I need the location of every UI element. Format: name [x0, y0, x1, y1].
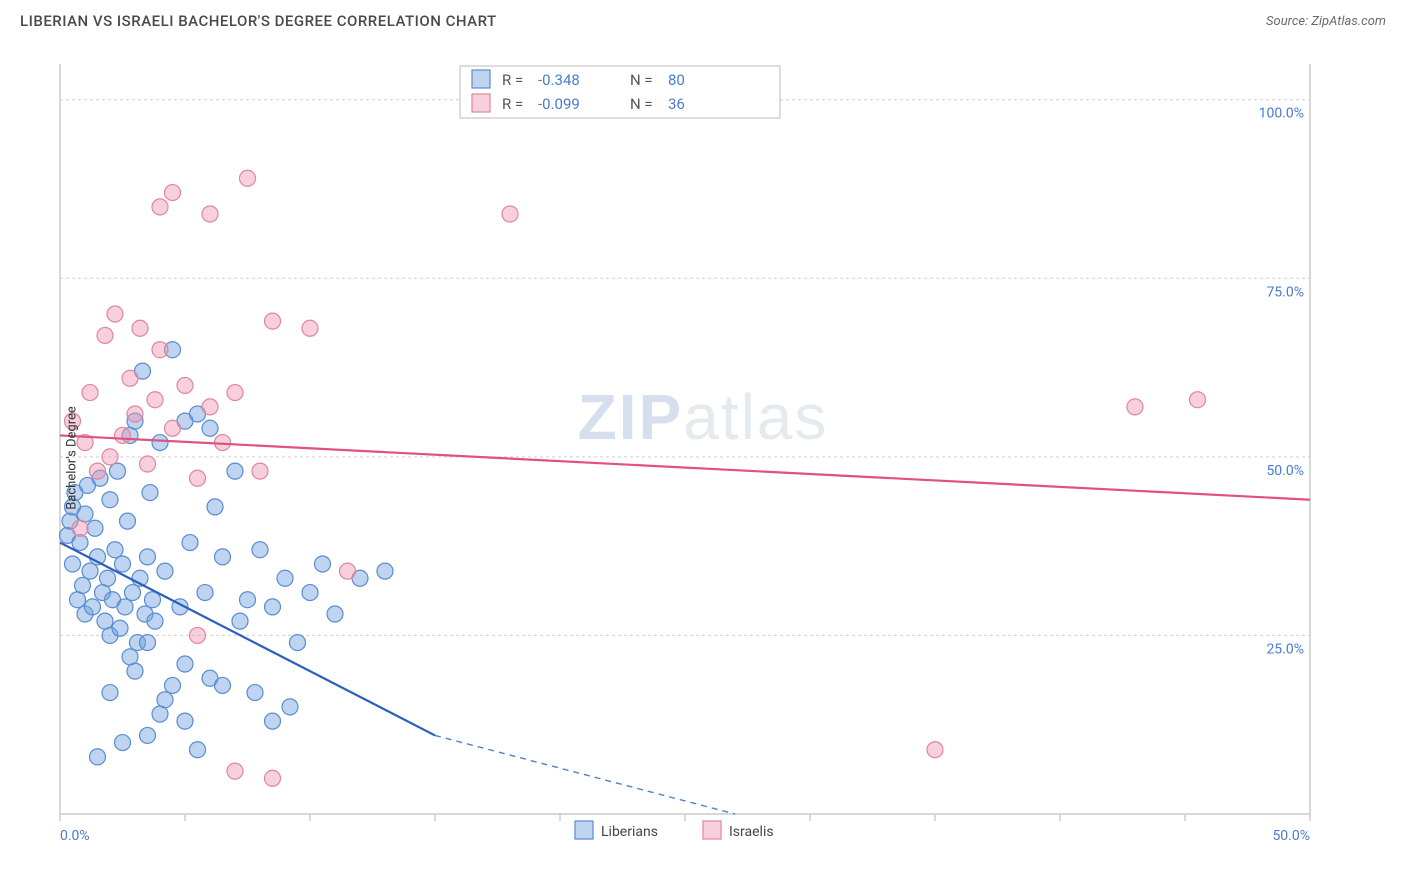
svg-text:N =: N =	[630, 95, 653, 113]
svg-text:Israelis: Israelis	[729, 824, 774, 840]
svg-text:R =: R =	[502, 95, 523, 113]
source-label: Source: ZipAtlas.com	[1266, 14, 1386, 29]
svg-text:100.0%: 100.0%	[1259, 106, 1304, 122]
chart-title: LIBERIAN VS ISRAELI BACHELOR'S DEGREE CO…	[20, 12, 497, 30]
svg-text:75.0%: 75.0%	[1266, 284, 1304, 300]
svg-text:Liberians: Liberians	[601, 824, 658, 840]
svg-text:0.0%: 0.0%	[60, 828, 90, 844]
svg-text:N =: N =	[630, 71, 653, 89]
svg-text:80: 80	[668, 71, 685, 89]
svg-text:36: 36	[668, 95, 685, 113]
scatter-chart: 25.0% 50.0% 75.0% 100.0% 0.0% 50.0% R = -0.348 N…	[20, 44, 1320, 844]
svg-text:25.0%: 25.0%	[1266, 641, 1304, 657]
y-axis-label: Bachelor's Degree	[64, 406, 79, 510]
svg-text:50.0%: 50.0%	[1272, 828, 1310, 844]
chart-area: Bachelor's Degree ZIPatlas 25.0%50.0%75.…	[20, 44, 1386, 872]
svg-text:R =: R =	[502, 71, 523, 89]
svg-text:50.0%: 50.0%	[1266, 463, 1304, 479]
svg-text:-0.348: -0.348	[538, 71, 580, 89]
svg-text:-0.099: -0.099	[538, 95, 580, 113]
header: LIBERIAN VS ISRAELI BACHELOR'S DEGREE CO…	[0, 0, 1406, 36]
